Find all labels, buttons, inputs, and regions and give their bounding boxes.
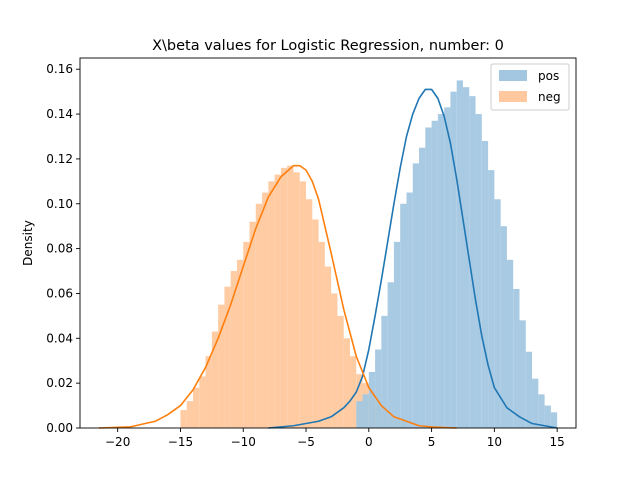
neg-bar: [224, 286, 231, 428]
neg-bar: [262, 192, 269, 428]
legend-label-neg: neg: [538, 90, 561, 104]
neg-bar: [180, 410, 187, 428]
neg-bar: [236, 259, 244, 428]
y-tick-label: 0.06: [46, 286, 73, 300]
neg-bar: [255, 203, 263, 428]
neg-bar: [211, 331, 219, 428]
legend-label-pos: pos: [538, 69, 559, 83]
neg-bar: [306, 199, 313, 428]
y-tick-label: 0.12: [46, 152, 73, 166]
pos-bar: [456, 80, 463, 428]
x-tick-label: 15: [550, 435, 565, 449]
pos-bar: [406, 192, 413, 428]
pos-bar: [375, 349, 382, 428]
neg-bar: [331, 293, 338, 428]
pos-bar: [431, 120, 438, 429]
pos-bar: [412, 163, 420, 429]
pos-bar: [387, 282, 394, 428]
pos-bar: [469, 96, 476, 428]
pos-bar: [462, 87, 470, 428]
pos-bar: [538, 394, 545, 428]
x-tick-label: −15: [168, 435, 193, 449]
pos-bar: [550, 412, 558, 428]
pos-bar: [481, 140, 489, 428]
legend-swatch-neg: [499, 91, 527, 102]
pos-bar: [381, 315, 388, 428]
x-axis: −20 −15 −10 −5 0 5 10 15: [105, 428, 565, 449]
pos-kde-line: [268, 88, 558, 429]
y-tick-label: 0.10: [46, 197, 73, 211]
neg-bar: [230, 271, 237, 428]
neg-bar: [299, 181, 307, 428]
x-tick-label: −20: [105, 435, 130, 449]
pos-bar: [444, 107, 451, 428]
pos-bar: [519, 320, 526, 428]
y-axis: 0.00 0.02 0.04 0.06 0.08 0.10 0.12 0.14 0.16: [46, 62, 80, 435]
y-tick-label: 0.00: [46, 421, 73, 435]
neg-bar: [324, 266, 332, 428]
neg-bar: [280, 167, 288, 428]
x-tick-label: 10: [487, 435, 502, 449]
pos-bar: [437, 114, 445, 428]
x-tick-label: 0: [365, 435, 373, 449]
y-tick-label: 0.02: [46, 376, 73, 390]
neg-bar: [349, 356, 357, 428]
y-tick-label: 0.16: [46, 62, 73, 76]
neg-bar: [193, 387, 200, 428]
y-tick-label: 0.04: [46, 331, 73, 345]
neg-bar: [186, 401, 194, 428]
pos-bar: [525, 351, 533, 428]
neg-bar: [218, 304, 225, 428]
neg-bar: [274, 174, 281, 428]
neg-bar: [205, 356, 212, 428]
pos-bar: [532, 378, 539, 428]
chart-title: X\beta values for Logistic Regression, n…: [152, 38, 504, 54]
neg-bar: [199, 376, 206, 428]
neg-bar: [312, 219, 319, 428]
neg-bar: [268, 181, 275, 428]
pos-bar: [500, 226, 507, 428]
pos-bar: [368, 371, 376, 428]
pos-bar: [544, 405, 551, 428]
pos-bar: [400, 203, 407, 428]
pos-bar: [419, 147, 426, 429]
y-axis-label: Density: [21, 220, 35, 266]
neg-bar: [249, 221, 256, 428]
pos-bar: [450, 91, 457, 429]
pos-bar: [356, 401, 363, 428]
plot-area: [98, 80, 558, 429]
neg-bar: [318, 241, 325, 428]
legend: pos neg: [490, 63, 570, 111]
pos-bar: [393, 241, 401, 428]
y-tick-label: 0.08: [46, 242, 73, 256]
pos-bar: [475, 114, 482, 428]
axes-frame: [79, 57, 577, 429]
y-tick-label: 0.14: [46, 107, 73, 121]
pos-bar: [425, 127, 432, 429]
neg-bar: [243, 241, 250, 428]
neg-kde-line: [98, 164, 457, 429]
pos-bar: [506, 259, 514, 428]
pos-bar: [513, 288, 520, 428]
x-tick-label: 5: [428, 435, 436, 449]
x-tick-label: −5: [297, 435, 315, 449]
x-tick-label: −10: [231, 435, 256, 449]
kde-lines: [98, 88, 558, 429]
neg-bar: [293, 172, 300, 428]
pos-bar: [494, 199, 501, 428]
pos-histogram: [356, 80, 558, 429]
pos-bar: [362, 394, 369, 428]
legend-swatch-pos: [499, 70, 527, 81]
neg-bar: [337, 315, 344, 428]
neg-bar: [287, 165, 294, 429]
neg-bar: [343, 338, 350, 428]
pos-bar: [488, 170, 495, 428]
